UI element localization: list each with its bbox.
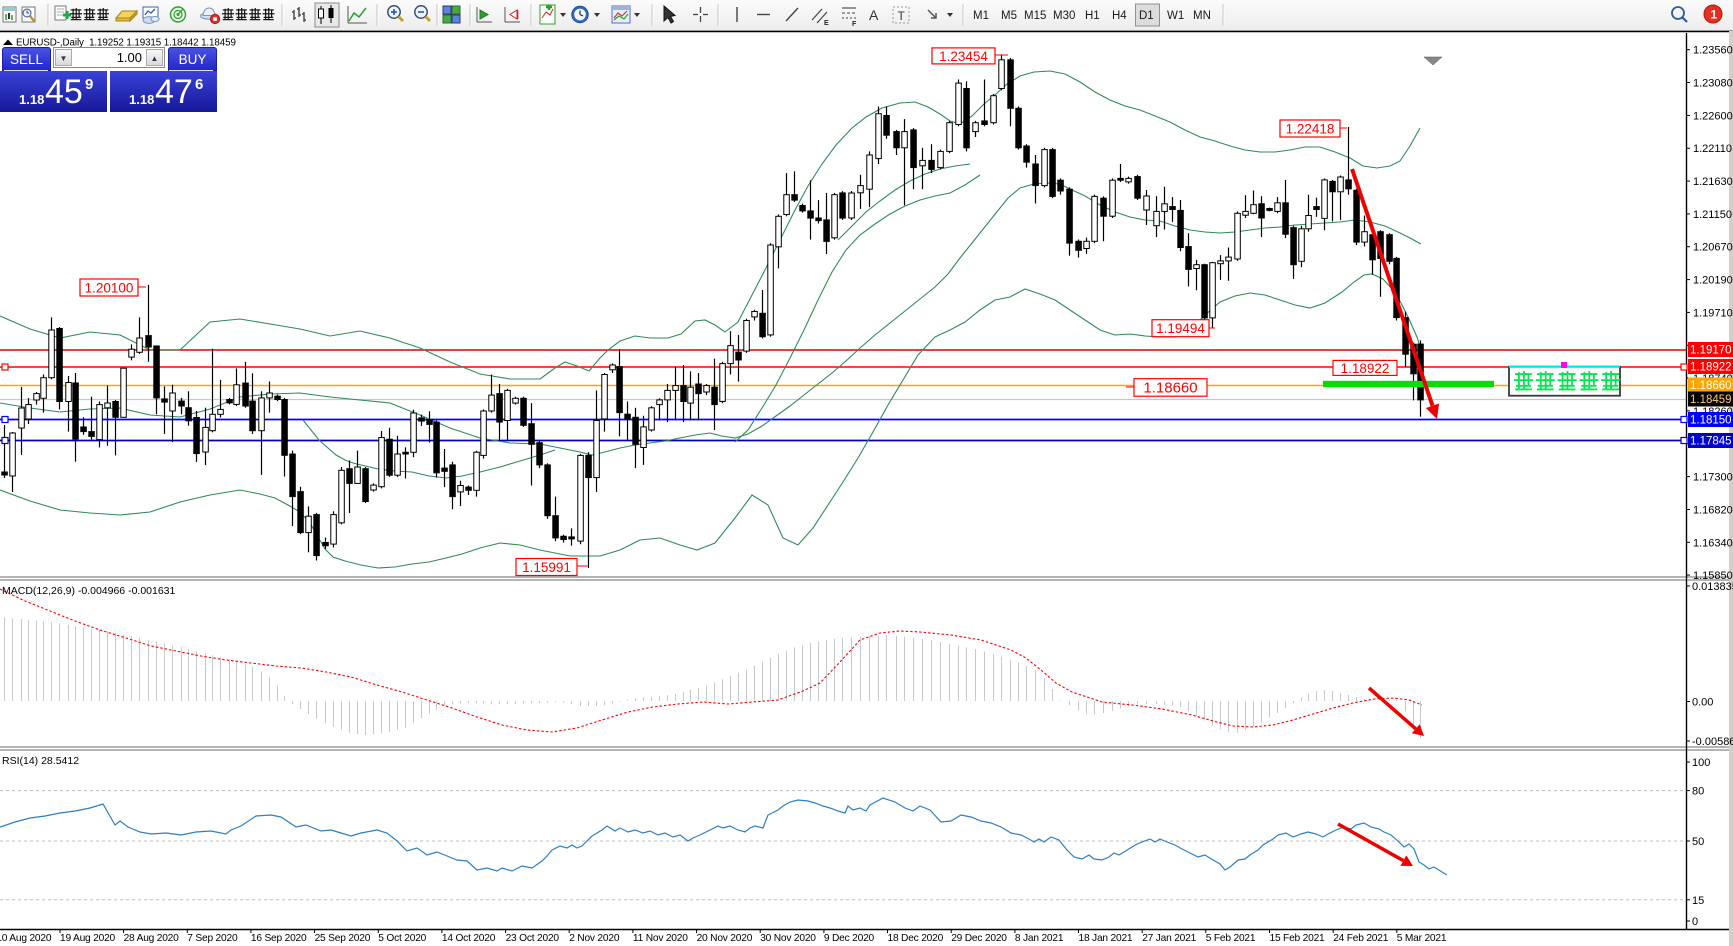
svg-text:RSI(14) 28.5412: RSI(14) 28.5412 [2, 755, 79, 767]
svg-text:1.21150: 1.21150 [1693, 209, 1732, 221]
svg-text:T: T [898, 9, 906, 23]
svg-text:M5: M5 [1001, 10, 1017, 22]
svg-text:D1: D1 [1139, 10, 1154, 22]
svg-text:1.17300: 1.17300 [1693, 472, 1733, 484]
svg-text:23 Oct 2020: 23 Oct 2020 [506, 933, 560, 944]
svg-text:E: E [824, 20, 829, 27]
svg-text:7 Sep 2020: 7 Sep 2020 [187, 933, 238, 944]
svg-text:1.22418: 1.22418 [1286, 122, 1335, 137]
svg-text:1.18459: 1.18459 [1690, 394, 1732, 406]
svg-text:0.013835: 0.013835 [1692, 581, 1733, 593]
svg-text:1.17845: 1.17845 [1690, 436, 1732, 448]
svg-text:5 Mar 2021: 5 Mar 2021 [1397, 933, 1447, 944]
svg-text:M1: M1 [973, 10, 989, 22]
svg-text:W1: W1 [1167, 10, 1184, 22]
svg-text:16 Sep 2020: 16 Sep 2020 [251, 933, 307, 944]
svg-text:0.00: 0.00 [1692, 697, 1713, 709]
svg-text:1.18660: 1.18660 [1690, 380, 1732, 392]
svg-text:100: 100 [1692, 757, 1710, 769]
svg-text:M30: M30 [1053, 10, 1075, 22]
svg-text:1.15850: 1.15850 [1693, 570, 1733, 582]
svg-text:30 Nov 2020: 30 Nov 2020 [760, 933, 816, 944]
svg-text:1.18150: 1.18150 [1690, 415, 1732, 427]
svg-text:18 Jan 2021: 18 Jan 2021 [1079, 933, 1133, 944]
svg-text:14 Oct 2020: 14 Oct 2020 [442, 933, 496, 944]
svg-text:1.15991: 1.15991 [522, 560, 571, 575]
svg-text:50: 50 [1692, 836, 1704, 848]
svg-text:1.21630: 1.21630 [1693, 176, 1733, 188]
svg-text:9 Dec 2020: 9 Dec 2020 [824, 933, 875, 944]
svg-text:H1: H1 [1085, 10, 1100, 22]
svg-text:1.16820: 1.16820 [1693, 505, 1733, 517]
svg-text:10 Aug 2020: 10 Aug 2020 [0, 933, 52, 944]
svg-text:1: 1 [1711, 8, 1718, 22]
svg-text:1.18660: 1.18660 [1143, 379, 1197, 396]
svg-text:20 Nov 2020: 20 Nov 2020 [697, 933, 753, 944]
svg-text:18 Dec 2020: 18 Dec 2020 [888, 933, 944, 944]
svg-text:1.20190: 1.20190 [1693, 275, 1733, 287]
svg-text:5 Feb 2021: 5 Feb 2021 [1206, 933, 1256, 944]
svg-text:H4: H4 [1112, 10, 1127, 22]
svg-text:1.20670: 1.20670 [1693, 242, 1733, 254]
svg-text:1.23080: 1.23080 [1693, 78, 1733, 90]
svg-text:M15: M15 [1024, 10, 1046, 22]
svg-text:24 Feb 2021: 24 Feb 2021 [1333, 933, 1389, 944]
svg-text:25 Sep 2020: 25 Sep 2020 [315, 933, 371, 944]
svg-text:80: 80 [1692, 786, 1704, 798]
svg-text:1.22600: 1.22600 [1693, 110, 1733, 122]
svg-text:29 Dec 2020: 29 Dec 2020 [951, 933, 1007, 944]
svg-text:1.22110: 1.22110 [1693, 143, 1732, 155]
svg-text:28 Aug 2020: 28 Aug 2020 [124, 933, 180, 944]
svg-text:EURUSD-,Daily 1.19252 1.19315: EURUSD-,Daily 1.19252 1.19315 1.18442 1.… [16, 38, 236, 49]
svg-text:1.18922: 1.18922 [1690, 362, 1732, 374]
svg-text:27 Jan 2021: 27 Jan 2021 [1142, 933, 1196, 944]
svg-text:A: A [869, 7, 879, 23]
svg-text:2 Nov 2020: 2 Nov 2020 [569, 933, 620, 944]
svg-text:1.19710: 1.19710 [1693, 307, 1733, 319]
svg-text:F: F [852, 21, 857, 28]
svg-text:19 Aug 2020: 19 Aug 2020 [60, 933, 116, 944]
svg-text:15 Feb 2021: 15 Feb 2021 [1270, 933, 1326, 944]
svg-text:1.19494: 1.19494 [1156, 321, 1205, 336]
svg-text:1.19170: 1.19170 [1690, 345, 1732, 357]
svg-text:MACD(12,26,9) -0.004966 -0.001: MACD(12,26,9) -0.004966 -0.001631 [2, 585, 176, 597]
svg-text:MN: MN [1193, 10, 1211, 22]
svg-text:1.23560: 1.23560 [1693, 45, 1733, 57]
svg-text:15: 15 [1692, 895, 1704, 907]
svg-text:11 Nov 2020: 11 Nov 2020 [633, 933, 688, 944]
svg-text:5 Oct 2020: 5 Oct 2020 [378, 933, 426, 944]
svg-text:1.16340: 1.16340 [1693, 537, 1733, 549]
svg-text:1.23454: 1.23454 [939, 49, 988, 64]
svg-text:1.20100: 1.20100 [85, 281, 134, 296]
svg-text:0: 0 [1692, 916, 1698, 928]
svg-text:8 Jan 2021: 8 Jan 2021 [1015, 933, 1064, 944]
svg-text:1.18922: 1.18922 [1341, 361, 1390, 376]
